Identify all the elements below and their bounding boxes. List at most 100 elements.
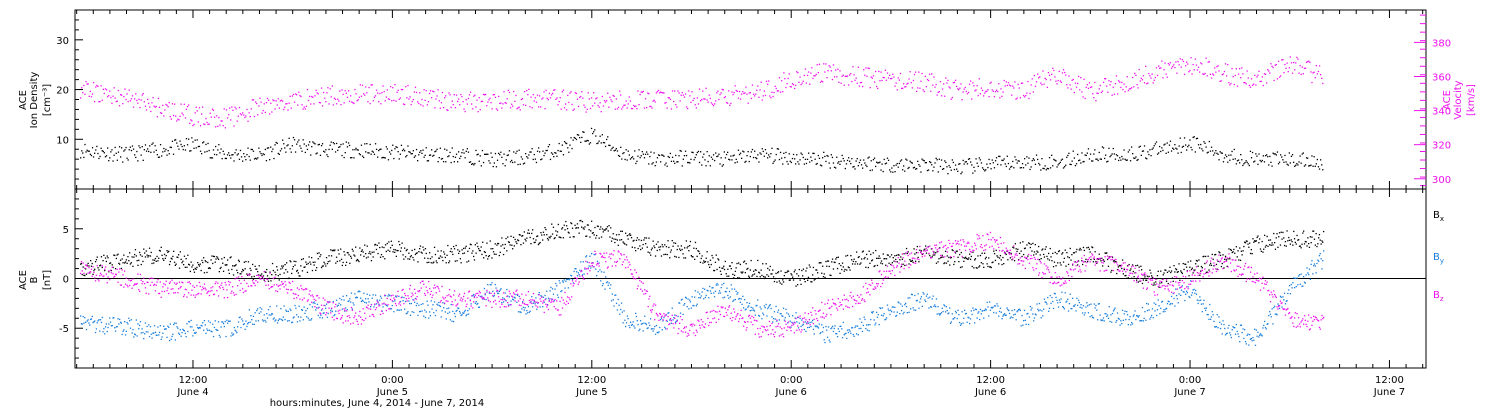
by-point bbox=[602, 283, 604, 285]
velocity-point bbox=[624, 104, 626, 106]
density-point bbox=[642, 153, 644, 155]
bx-point bbox=[374, 243, 377, 246]
bx-point bbox=[799, 279, 801, 281]
bx-point bbox=[466, 261, 468, 263]
bx-point bbox=[212, 262, 214, 265]
bx-point bbox=[248, 273, 250, 275]
by-point bbox=[728, 290, 731, 293]
density-point bbox=[1222, 161, 1225, 163]
density-point bbox=[1258, 153, 1260, 155]
by-point bbox=[264, 319, 266, 322]
density-point bbox=[291, 145, 293, 147]
bx-point bbox=[370, 260, 373, 262]
velocity-point bbox=[383, 91, 385, 93]
velocity-point bbox=[118, 105, 121, 107]
by-point bbox=[383, 303, 385, 305]
bx-point bbox=[1288, 239, 1291, 241]
density-point bbox=[685, 154, 688, 157]
density-point bbox=[81, 150, 83, 152]
bx-point bbox=[371, 251, 373, 253]
bx-point bbox=[429, 258, 432, 260]
by-point bbox=[649, 324, 651, 327]
by-point bbox=[725, 291, 727, 293]
density-point bbox=[1024, 158, 1026, 160]
velocity-point bbox=[440, 102, 443, 104]
density-point bbox=[407, 145, 409, 147]
bx-point bbox=[956, 250, 958, 252]
bx-point bbox=[796, 273, 798, 275]
by-point bbox=[658, 331, 660, 333]
velocity-point bbox=[515, 94, 517, 97]
density-point bbox=[984, 170, 986, 172]
velocity-point bbox=[1025, 94, 1027, 97]
bx-point bbox=[549, 237, 551, 239]
bx-point bbox=[955, 250, 957, 252]
velocity-point bbox=[1241, 67, 1243, 69]
by-point bbox=[396, 309, 398, 311]
by-point bbox=[551, 298, 553, 300]
velocity-point bbox=[734, 85, 736, 87]
by-point bbox=[207, 329, 209, 332]
velocity-point bbox=[1060, 81, 1062, 83]
velocity-point bbox=[800, 83, 802, 86]
bx-point bbox=[1089, 251, 1091, 253]
velocity-point bbox=[1018, 87, 1020, 89]
velocity-point bbox=[1290, 62, 1293, 64]
velocity-point bbox=[500, 102, 502, 104]
bx-point bbox=[819, 262, 821, 264]
density-point bbox=[1148, 153, 1150, 156]
density-point bbox=[218, 144, 220, 146]
bx-point bbox=[836, 256, 838, 259]
by-point bbox=[998, 310, 1001, 313]
bx-point bbox=[709, 266, 711, 268]
density-point bbox=[682, 158, 684, 160]
bx-point bbox=[954, 261, 956, 263]
by-point bbox=[284, 318, 286, 321]
density-point bbox=[1119, 157, 1121, 159]
by-point bbox=[935, 298, 938, 300]
by-point bbox=[292, 317, 294, 319]
by-point bbox=[887, 308, 889, 310]
bx-point bbox=[824, 276, 826, 279]
velocity-point bbox=[411, 100, 413, 103]
by-point bbox=[437, 304, 439, 306]
bx-point bbox=[868, 250, 870, 252]
bx-point bbox=[323, 261, 325, 263]
velocity-point bbox=[671, 90, 674, 92]
bx-point bbox=[921, 253, 923, 256]
bx-point bbox=[840, 264, 842, 267]
by-point bbox=[681, 298, 683, 300]
bx-point bbox=[84, 274, 86, 277]
density-point bbox=[1035, 154, 1038, 156]
velocity-point bbox=[301, 104, 303, 106]
bx-point bbox=[699, 261, 702, 263]
bx-point bbox=[123, 254, 125, 256]
velocity-point bbox=[856, 82, 858, 84]
bx-point bbox=[453, 245, 455, 248]
bx-point bbox=[780, 270, 782, 272]
bx-point bbox=[90, 265, 93, 267]
density-point bbox=[849, 160, 851, 162]
by-point bbox=[668, 312, 670, 314]
bx-point bbox=[676, 248, 678, 251]
density-point bbox=[1181, 146, 1183, 148]
by-point bbox=[603, 271, 605, 273]
by-point bbox=[635, 315, 638, 318]
velocity-point bbox=[292, 93, 295, 96]
density-point bbox=[624, 158, 626, 161]
velocity-point bbox=[1131, 87, 1133, 89]
density-point bbox=[414, 155, 417, 157]
bx-point bbox=[862, 250, 864, 252]
density-point bbox=[293, 139, 296, 141]
velocity-point bbox=[638, 104, 640, 106]
by-point bbox=[454, 315, 456, 318]
bx-point bbox=[166, 250, 168, 252]
density-point bbox=[1070, 163, 1072, 166]
density-point bbox=[488, 160, 490, 162]
bx-point bbox=[244, 268, 246, 270]
density-point bbox=[312, 141, 314, 143]
density-point bbox=[636, 160, 638, 162]
by-point bbox=[964, 313, 967, 315]
by-point bbox=[140, 332, 142, 334]
by-point bbox=[208, 329, 211, 331]
